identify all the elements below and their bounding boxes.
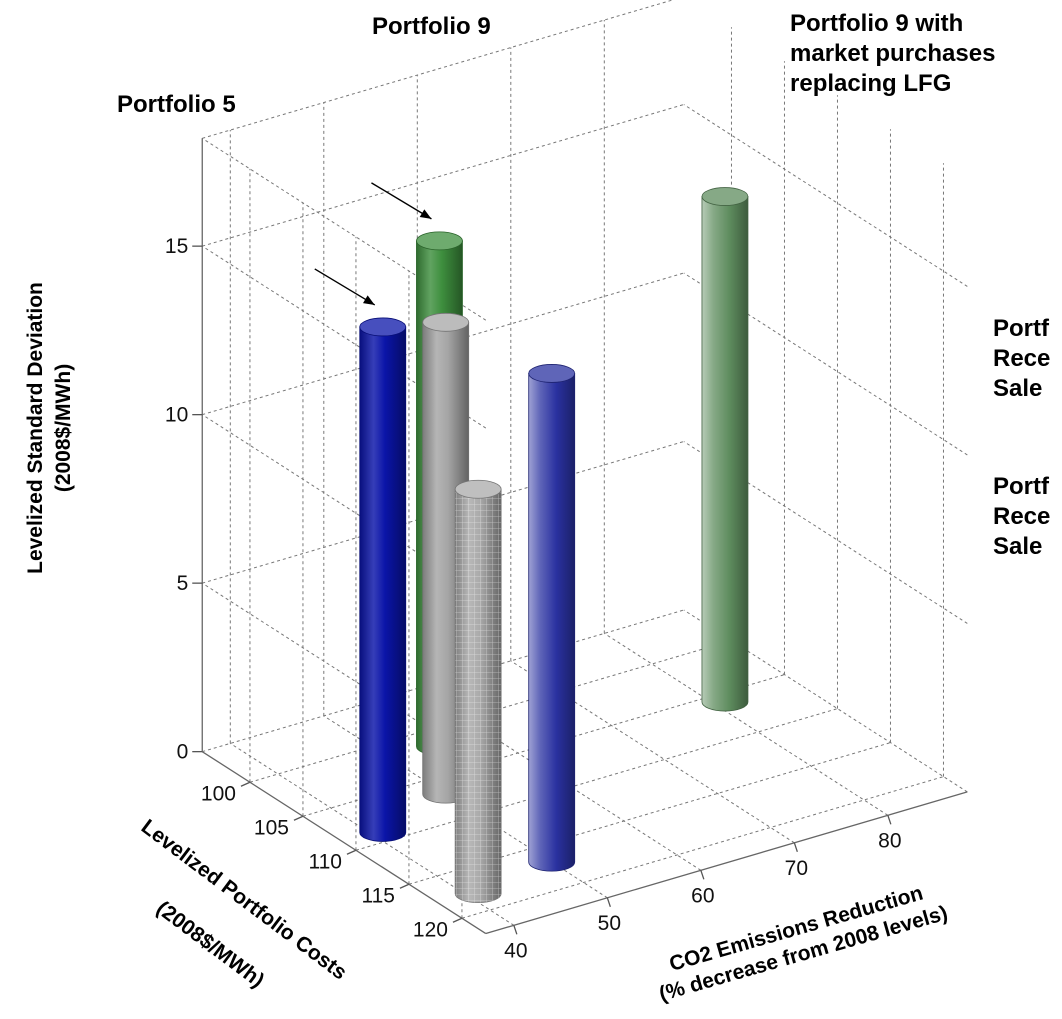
tick-mark	[399, 883, 410, 889]
tick-mark	[606, 897, 611, 908]
y-tick-label: 70	[785, 857, 808, 880]
bar	[701, 187, 749, 712]
bar	[528, 364, 576, 872]
wall-grid-line	[202, 104, 684, 247]
annotation-label: Portf Rece Sale	[993, 473, 1050, 560]
bar	[359, 317, 407, 842]
tick-mark	[346, 849, 357, 855]
wall-grid-line	[683, 441, 968, 624]
tick-mark	[293, 815, 304, 821]
z-axis-title: Levelized Standard Deviation (2008$/MWh)	[24, 282, 75, 574]
y-tick-label: 60	[691, 884, 714, 907]
x-axis-title: Levelized Portfolio Costs(2008$/MWh)	[103, 815, 351, 1019]
z-tick-label: 15	[165, 235, 188, 258]
tick-mark	[240, 781, 251, 787]
z-tick-label: 10	[165, 404, 188, 427]
annotation-arrow	[314, 268, 376, 306]
bars	[359, 187, 749, 904]
floor-grid-line	[510, 660, 795, 844]
x-tick-label: 110	[308, 850, 341, 873]
tick-mark	[700, 870, 705, 880]
bar	[454, 479, 502, 904]
tick-mark	[887, 815, 892, 825]
tick-mark	[793, 842, 798, 853]
annotation-arrows	[314, 182, 432, 306]
annotation-arrow	[371, 182, 432, 220]
x-tick-label: 100	[201, 782, 236, 805]
x-tick-label: 115	[361, 884, 394, 907]
arrowhead-icon	[363, 295, 375, 305]
floor-grid-line	[604, 632, 889, 816]
wall-grid-line	[683, 272, 968, 456]
wall-grid-line	[683, 104, 968, 287]
z-tick-label: 5	[177, 572, 189, 595]
z-tick-label: 0	[177, 741, 189, 764]
y-tick-label: 50	[598, 912, 621, 935]
x-tick-label: 105	[254, 816, 289, 839]
y-tick-label: 40	[504, 939, 527, 962]
tick-labels: 100 105 110 115 120 40 50 60 70 80 0 5 10 15	[165, 235, 902, 962]
grid	[201, 0, 968, 935]
x-tick-label: 120	[413, 918, 448, 941]
annotation-label: Portfolio 9	[372, 13, 491, 40]
annotation-label: Portf Rece Sale	[993, 315, 1050, 402]
y-tick-label: 80	[878, 829, 901, 852]
tick-mark	[513, 925, 518, 935]
arrowhead-icon	[419, 209, 432, 219]
wall-grid-line	[683, 609, 968, 793]
annotation-label: Portfolio 9 with market purchases replacin…	[790, 10, 995, 97]
annotation-label: Portfolio 5	[117, 91, 236, 118]
tick-mark	[452, 917, 463, 923]
co2-axis-line	[485, 791, 968, 935]
